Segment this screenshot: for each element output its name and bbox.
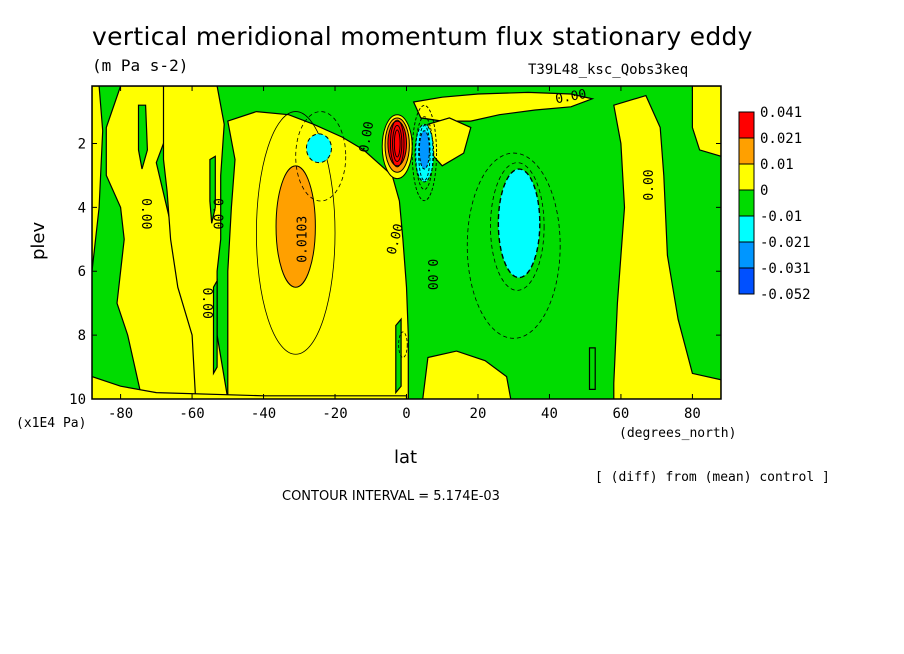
- contour-label: 0.00: [642, 169, 657, 200]
- contour-negative-north: [466, 152, 561, 339]
- region-red-max: [387, 120, 407, 167]
- y-tick-label: 6: [78, 264, 86, 280]
- x-tick-label: -80: [108, 406, 133, 422]
- region-yellow-north-corner: [691, 86, 721, 157]
- contour-label: 0.00: [357, 120, 377, 153]
- pocket-green-equator: [395, 317, 402, 395]
- region-cyan-south: [305, 133, 332, 164]
- x-tick-label: 40: [541, 406, 558, 422]
- contour-negative-south: [295, 111, 347, 202]
- x-axis-label: lat: [394, 447, 418, 468]
- chart-title: vertical meridional momentum flux statio…: [92, 22, 753, 51]
- colorbar-swatch: [738, 163, 755, 191]
- y-tick-label: 8: [78, 328, 86, 344]
- colorbar-label: -0.021: [760, 235, 811, 251]
- contour-min-0: [418, 125, 431, 181]
- y-tick-label: 10: [69, 392, 86, 408]
- contour-label: 0.00: [554, 87, 587, 107]
- pocket-green-south-1: [137, 104, 149, 170]
- contour-min-2: [411, 105, 437, 202]
- contour-label: 0.00: [210, 198, 225, 229]
- region-orange-core: [275, 165, 316, 288]
- contour-interval: CONTOUR INTERVAL = 5.174E-03: [282, 489, 500, 504]
- pocket-green-north: [588, 347, 596, 390]
- contour-min-1: [415, 116, 434, 190]
- x-axis-unit: (degrees_north): [619, 426, 737, 441]
- colorbar-swatch: [738, 267, 755, 295]
- x-tick-label: -20: [322, 406, 347, 422]
- contour-label: 0.00: [424, 259, 439, 290]
- contour-max-0: [389, 119, 405, 168]
- x-tick-label: -40: [251, 406, 276, 422]
- x-tick-label: 60: [613, 406, 630, 422]
- colorbar-label: 0.041: [760, 105, 802, 121]
- colorbar-label: -0.031: [760, 261, 811, 277]
- diff-note: [ (diff) from (mean) control ]: [595, 470, 830, 485]
- colorbar-label: -0.01: [760, 209, 802, 225]
- pocket-green-south-3: [212, 278, 218, 376]
- region-cyan-north: [497, 168, 541, 279]
- contour-negative-north-2: [490, 162, 545, 291]
- colorbar-swatch: [738, 111, 755, 139]
- experiment-name: T39L48_ksc_Qobs3keq: [528, 62, 689, 78]
- contour-max-2: [393, 129, 401, 158]
- contour-positive-south: [255, 111, 336, 355]
- region-yellow-north-band: [613, 94, 721, 399]
- contour-label: 0.00: [138, 198, 153, 229]
- contour-max-1: [392, 125, 403, 162]
- region-yellow-north-bottom: [422, 350, 512, 399]
- pocket-green-south-2: [209, 155, 216, 224]
- y-axis-unit: (x1E4 Pa): [16, 416, 87, 431]
- contour-label: 0.0103: [295, 216, 310, 263]
- colorbar-label: 0: [760, 183, 768, 199]
- colorbar-label: 0.01: [760, 157, 794, 173]
- y-tick-label: 2: [78, 136, 86, 152]
- x-tick-label: 0: [402, 406, 410, 422]
- colorbar-label: 0.021: [760, 131, 802, 147]
- x-tick-label: 20: [470, 406, 487, 422]
- colorbar-swatch: [738, 137, 755, 165]
- y-axis-label: plev: [28, 221, 49, 260]
- chart-units: (m Pa s-2): [92, 56, 189, 75]
- colorbar-swatch: [738, 215, 755, 243]
- x-tick-label: -60: [179, 406, 204, 422]
- x-tick-label: 80: [684, 406, 701, 422]
- contour-small-eq: [398, 331, 408, 358]
- y-tick-label: 4: [78, 200, 86, 216]
- contour-label: 0.00: [199, 288, 214, 319]
- region-yellow-far-south: [92, 86, 104, 272]
- region-blue-equator: [418, 130, 430, 170]
- colorbar-swatch: [738, 241, 755, 269]
- colorbar-label: -0.052: [760, 287, 811, 303]
- colorbar-swatch: [738, 189, 755, 217]
